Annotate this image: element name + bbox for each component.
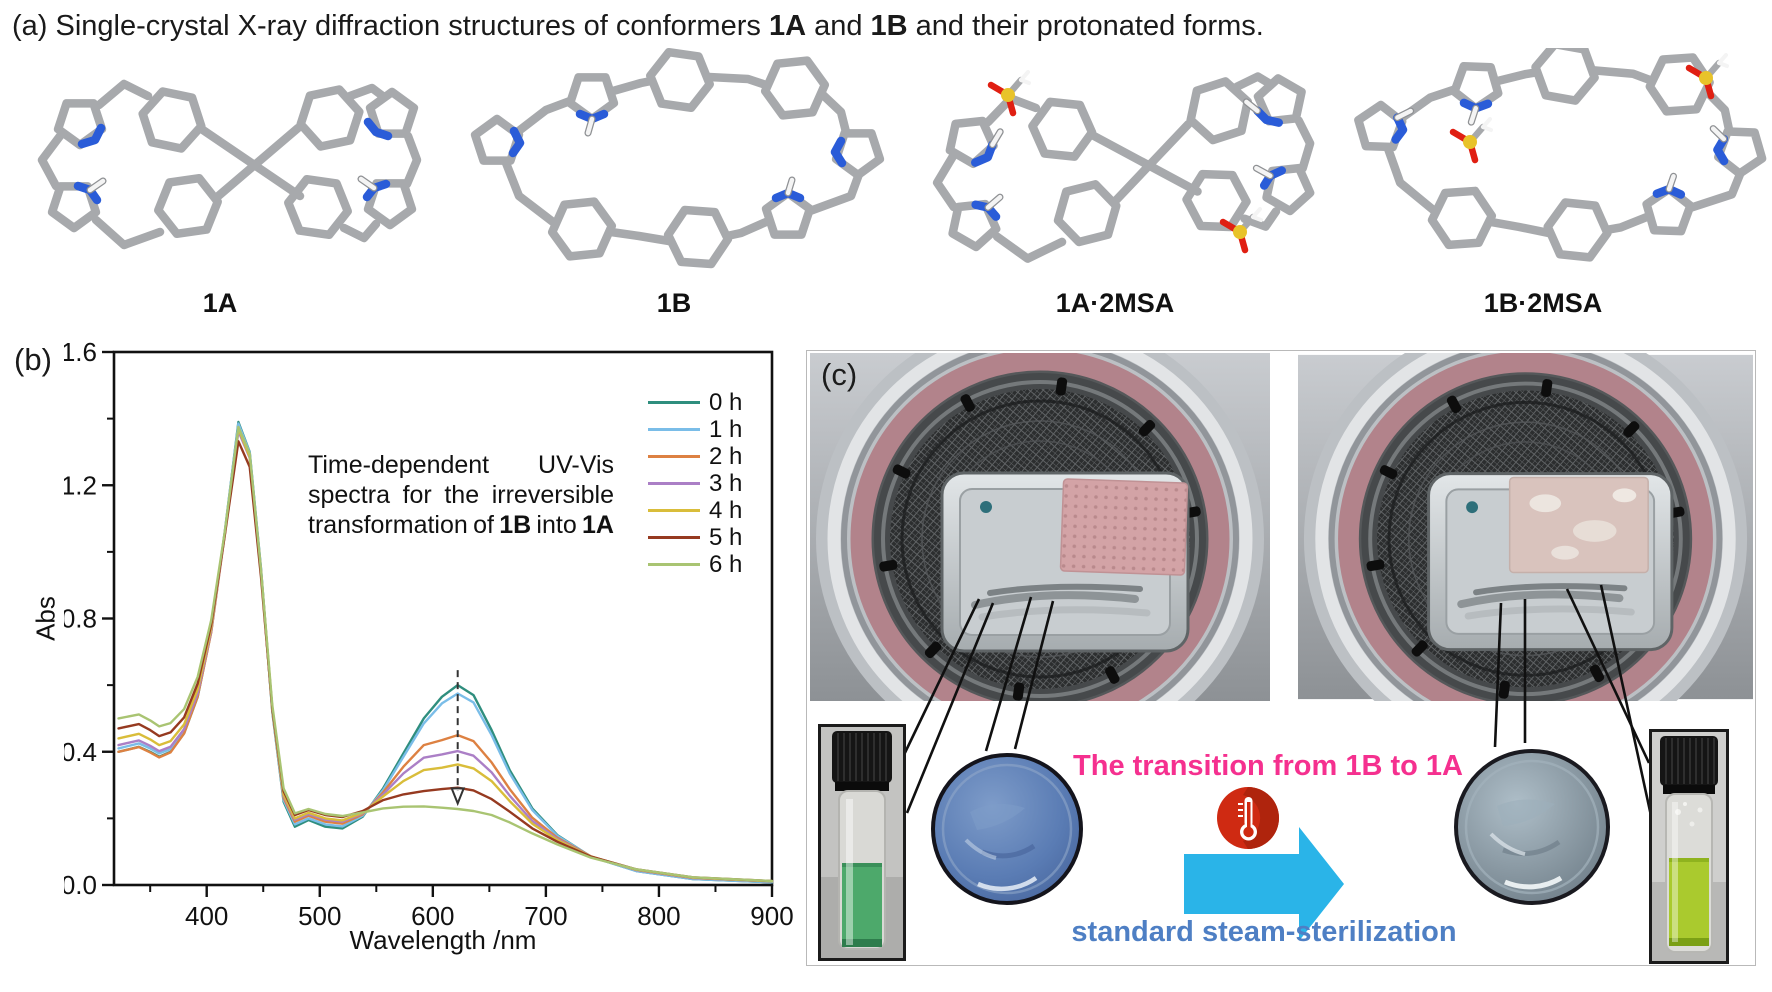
y-tick-label: 0.8	[64, 604, 97, 634]
panel-b-label: (b)	[14, 342, 52, 377]
y-tick-label: 0.4	[64, 737, 97, 767]
y-tick-label: 1.2	[64, 470, 97, 500]
panel-c-label: (c)	[821, 357, 858, 392]
right-arrow	[1184, 827, 1344, 941]
series-line-6h	[117, 425, 774, 883]
x-tick-label: 600	[411, 901, 454, 931]
x-tick-label: 700	[524, 901, 567, 931]
title-prefix: (a) Single-crystal X-ray diffraction str…	[12, 10, 769, 42]
legend-swatch	[648, 454, 700, 459]
y-tick-label: 1.6	[64, 340, 97, 367]
structure-1a-image	[37, 79, 422, 250]
autoclave-photo-after	[1298, 353, 1753, 701]
legend-label: 1 h	[709, 415, 743, 443]
annotation-word: into	[536, 511, 577, 539]
y-axis-title: Abs	[30, 596, 61, 641]
vial-yellowgreen-photo	[1649, 729, 1729, 964]
legend-swatch	[648, 562, 700, 567]
legend-swatch	[648, 535, 700, 540]
annotation-word: of	[473, 511, 494, 539]
sterilization-pouch-after	[1508, 476, 1649, 574]
annotation-word-1b: 1B	[499, 511, 532, 539]
legend-item: 2 h	[648, 443, 742, 470]
legend-swatch	[648, 481, 700, 486]
sterilization-text: standard steam-sterilization	[1071, 916, 1457, 948]
msa-anions	[987, 70, 1263, 254]
annotation-word: irreversible	[491, 481, 614, 509]
vial-green-photo	[818, 724, 906, 961]
structure-1b-image	[470, 48, 885, 269]
sample-disc-gray	[1454, 749, 1610, 905]
legend-item: 3 h	[648, 470, 742, 497]
crystal-structures-image	[37, 48, 1767, 269]
title-1b: 1B	[870, 10, 908, 42]
legend-item: 1 h	[648, 416, 742, 443]
legend-label: 0 h	[709, 388, 743, 416]
series-line-2h	[117, 428, 774, 883]
structure-label-1b2msa: 1B·2MSA	[1483, 288, 1603, 318]
annotation-word: transformation	[308, 511, 468, 539]
chart-annotation: Time-dependent UV-Vis spectra for the ir…	[308, 450, 614, 540]
legend-item: 5 h	[648, 524, 742, 551]
structure-label-1b: 1B	[656, 288, 692, 318]
annotation-word: Time-dependent	[308, 451, 490, 479]
legend-label: 5 h	[709, 523, 743, 551]
x-tick-label: 900	[750, 901, 793, 931]
legend-label: 2 h	[709, 442, 743, 470]
title-and: and	[806, 10, 871, 42]
legend-label: 6 h	[709, 550, 743, 578]
x-axis-title: Wavelength /nm	[349, 925, 537, 955]
yellowgreen-solution	[1669, 858, 1709, 946]
sterilization-pouch-before	[1059, 478, 1189, 576]
legend-item: 6 h	[648, 551, 742, 578]
legend-swatch	[648, 400, 700, 405]
transition-text: The transition from 1B to 1A	[1073, 750, 1463, 782]
y-tick-label: 0.0	[64, 870, 97, 900]
msa-anions	[1449, 53, 1729, 164]
legend-item: 4 h	[648, 497, 742, 524]
x-tick-label: 500	[298, 901, 341, 931]
uvvis-chart: 400 500 600 700 800 900 0.0 0.4 0.8 1.2 1.6	[64, 340, 794, 931]
green-solution	[842, 863, 882, 947]
annotation-word: UV-Vis	[538, 451, 614, 479]
annotation-word-1a: 1A	[582, 511, 614, 539]
series-line-4h	[117, 427, 774, 883]
structure-1b2msa-image	[1354, 48, 1767, 262]
annotation-word: for	[402, 481, 432, 509]
structure-label-1a2msa: 1A·2MSA	[1055, 288, 1175, 318]
x-tick-label: 800	[637, 901, 680, 931]
legend-swatch	[648, 427, 700, 432]
annotation-word: spectra	[308, 481, 390, 509]
thermometer-icon	[1217, 787, 1279, 849]
x-tick-label: 400	[185, 901, 228, 931]
structure-1a2msa-image	[932, 72, 1315, 263]
annotation-word: the	[444, 481, 480, 509]
legend-label: 3 h	[709, 469, 743, 497]
title-1a: 1A	[768, 10, 807, 42]
structure-label-1a: 1A	[202, 288, 238, 318]
legend-swatch	[648, 508, 700, 513]
legend-item: 0 h	[648, 389, 742, 416]
leader-lines	[899, 584, 1655, 826]
sample-disc-blue	[931, 753, 1083, 905]
panel-c: (c)	[806, 350, 1756, 966]
legend-label: 4 h	[709, 496, 743, 524]
series-line-3h	[117, 430, 774, 883]
decrease-arrow-head	[450, 787, 466, 807]
title-suffix: and their protonated forms.	[907, 10, 1264, 42]
autoclave-photo-before	[810, 353, 1270, 701]
panel-a-title: (a) Single-crystal X-ray diffraction str…	[12, 10, 1264, 43]
